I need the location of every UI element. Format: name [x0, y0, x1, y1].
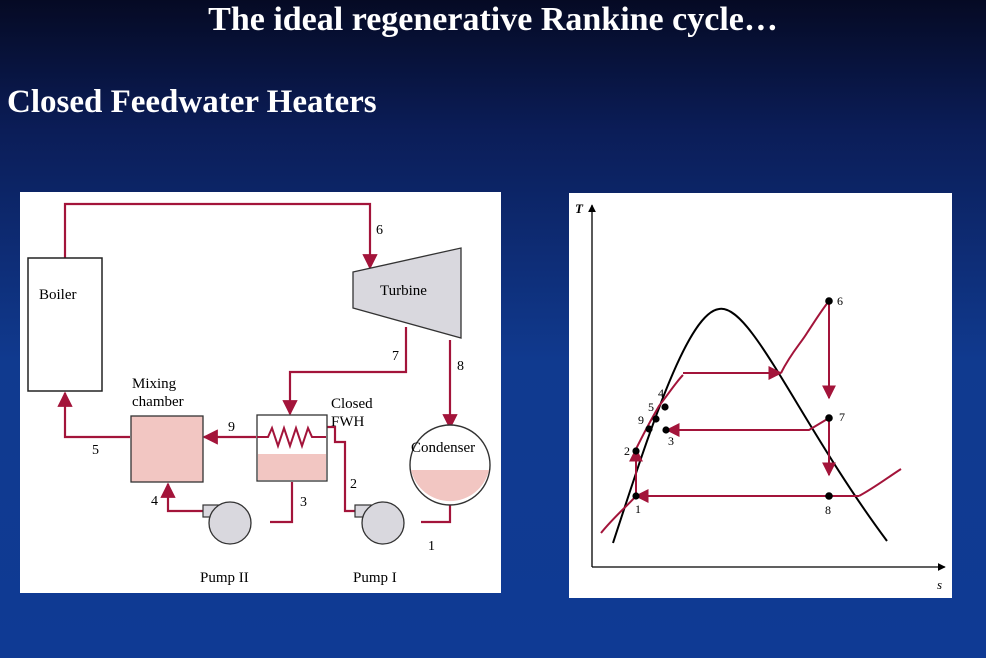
pipe-bleed-to-fwh — [282, 327, 408, 416]
slide-subtitle: Closed Feedwater Heaters — [7, 84, 377, 120]
saturation-dome — [612, 307, 888, 544]
pipe-condenser-to-pump-one — [421, 502, 452, 524]
ts-label-5: 5 — [648, 400, 654, 414]
slide-title: The ideal regenerative Rankine cycle… — [208, 1, 778, 38]
state-label-5: 5 — [92, 443, 99, 458]
state-point-4 — [661, 403, 669, 411]
pump-one — [361, 501, 405, 545]
state-label-2: 2 — [350, 477, 357, 492]
boiler-label: Boiler — [39, 287, 77, 303]
ts-label-1: 1 — [635, 502, 641, 516]
pipe-fwh-drain-to-pump-two — [270, 482, 294, 524]
state-point-1 — [632, 492, 640, 500]
state-label-8: 8 — [457, 359, 464, 374]
pipe-boiler-to-turbine — [63, 202, 378, 270]
ts-label-7: 7 — [839, 410, 845, 424]
turbine-label: Turbine — [380, 283, 427, 299]
state-point-2 — [632, 447, 640, 455]
pump-two-label: Pump II — [200, 570, 249, 586]
process-superheat — [780, 300, 830, 374]
state-label-7: 7 — [392, 349, 399, 364]
state-point-5 — [652, 415, 660, 423]
ts-diagram: T s 1 — [575, 201, 946, 592]
pipe-mixing-to-boiler — [57, 391, 130, 439]
pump-two — [208, 501, 252, 545]
ts-label-9: 9 — [638, 413, 644, 427]
plant-schematic-panel: Boiler Turbine Mixing chamber Closed FWH… — [20, 192, 501, 593]
ts-label-2: 2 — [624, 444, 630, 458]
closed-fwh-label-line1: Closed — [331, 396, 373, 412]
state-label-6: 6 — [376, 223, 383, 238]
pipe-pump-two-to-mixing — [160, 482, 205, 513]
condenser-label: Condenser — [411, 440, 475, 456]
ts-diagram-panel: T s 1 — [569, 193, 952, 598]
state-point-3 — [662, 426, 670, 434]
process-bleed-condensation — [665, 417, 830, 437]
state-point-6 — [825, 297, 833, 305]
ts-label-6: 6 — [837, 294, 843, 308]
mixing-chamber — [130, 415, 204, 483]
state-label-9: 9 — [228, 420, 235, 435]
state-point-7 — [825, 414, 833, 422]
pipe-pump-one-to-fwh — [326, 425, 357, 513]
closed-fwh-label-line2: FWH — [331, 414, 365, 430]
condenser-liquid — [411, 470, 489, 502]
ts-label-8: 8 — [825, 503, 831, 517]
closed-fwh-condensate — [258, 454, 326, 480]
turbine — [352, 247, 462, 339]
closed-fwh-coil — [257, 424, 326, 450]
ts-label-4: 4 — [658, 386, 664, 400]
t-axis-label: T — [575, 201, 584, 216]
state-label-3: 3 — [300, 495, 307, 510]
state-point-9 — [645, 425, 653, 433]
mixing-chamber-label-line2: chamber — [132, 394, 184, 410]
s-axis-label: s — [937, 577, 942, 592]
state-label-1: 1 — [428, 539, 435, 554]
plant-schematic: Boiler Turbine Mixing chamber Closed FWH… — [27, 202, 491, 586]
ts-label-3: 3 — [668, 434, 674, 448]
boiler — [27, 257, 103, 392]
mixing-chamber-label-line1: Mixing — [132, 376, 177, 392]
state-label-4: 4 — [151, 494, 158, 509]
pump-one-label: Pump I — [353, 570, 397, 586]
state-point-8 — [825, 492, 833, 500]
process-isobar-low — [858, 468, 902, 497]
